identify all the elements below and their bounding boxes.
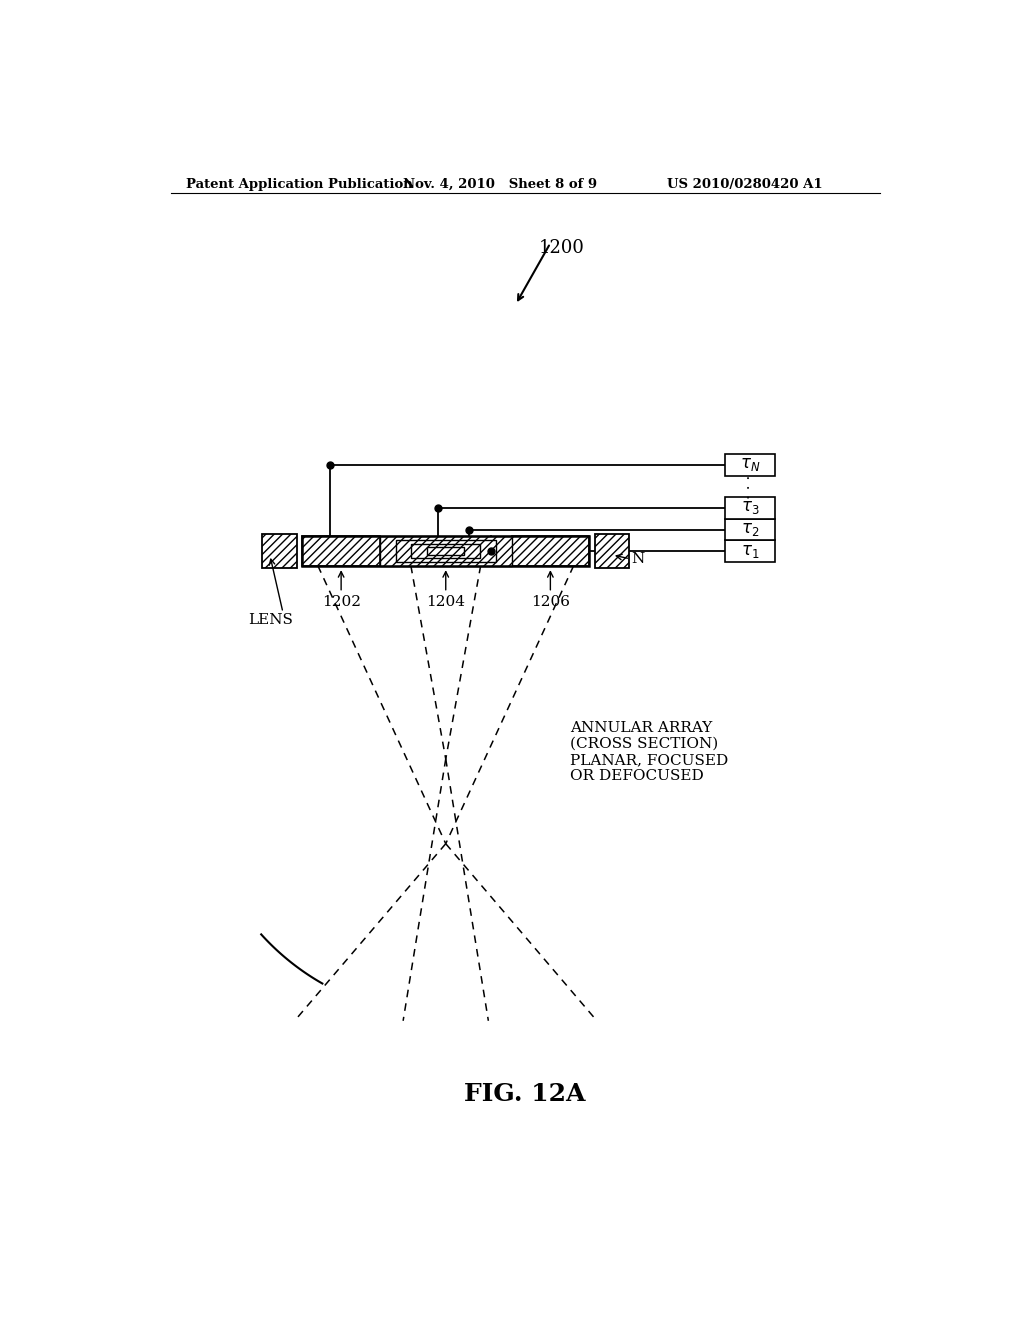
Bar [427,548,464,554]
Bar [302,536,589,566]
Text: $\tau_N$: $\tau_N$ [739,457,760,474]
Bar [412,544,480,558]
Bar [302,536,380,566]
Bar [595,535,630,568]
Text: US 2010/0280420 A1: US 2010/0280420 A1 [667,178,822,190]
Text: · ·: · · [305,549,316,562]
Bar [725,540,775,562]
Bar [262,535,297,568]
Text: N: N [632,552,645,566]
Text: Nov. 4, 2010   Sheet 8 of 9: Nov. 4, 2010 Sheet 8 of 9 [403,178,597,190]
Text: FIG. 12A: FIG. 12A [464,1082,586,1106]
Text: $\tau_2$: $\tau_2$ [740,521,759,539]
Text: 1202: 1202 [322,595,360,609]
Text: 1206: 1206 [530,595,570,609]
Text: · ·: · · [305,540,316,553]
Text: · ·: · · [574,549,587,562]
Text: ANNULAR ARRAY
(CROSS SECTION)
PLANAR, FOCUSED
OR DEFOCUSED: ANNULAR ARRAY (CROSS SECTION) PLANAR, FO… [569,721,728,783]
Text: 1200: 1200 [539,239,585,257]
Bar [725,454,775,475]
Text: · ·: · · [574,540,587,553]
Text: LENS: LENS [248,612,293,627]
Bar [725,519,775,540]
Bar [395,540,496,562]
Text: $\tau_1$: $\tau_1$ [740,543,759,560]
Bar [725,498,775,519]
Text: · · ·: · · · [743,474,757,499]
Text: Patent Application Publication: Patent Application Publication [186,178,413,190]
Text: 1204: 1204 [426,595,465,609]
Bar [512,536,589,566]
Bar [380,536,512,566]
Text: $\tau_3$: $\tau_3$ [740,499,759,516]
